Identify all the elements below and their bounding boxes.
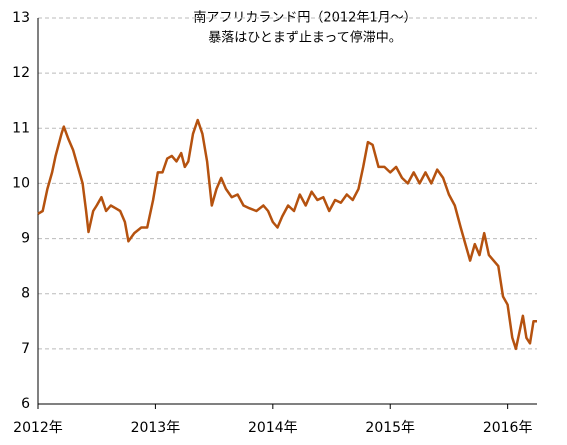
y-tick-label: 6 xyxy=(21,396,30,412)
x-tick-label: 2015年 xyxy=(365,420,415,436)
x-tick-label: 2013年 xyxy=(131,420,181,436)
x-tick-label: 2012年 xyxy=(13,420,63,436)
y-tick-label: 10 xyxy=(12,175,30,191)
y-tick-label: 12 xyxy=(12,65,30,81)
x-tick-label: 2014年 xyxy=(248,420,298,436)
y-tick-label: 7 xyxy=(21,341,30,357)
y-tick-label: 13 xyxy=(12,10,30,26)
y-tick-label: 11 xyxy=(12,120,30,136)
series-line xyxy=(37,118,537,351)
y-tick-label: 8 xyxy=(21,286,30,302)
y-tick-label: 9 xyxy=(21,231,30,247)
x-tick-label: 2016年 xyxy=(483,420,533,436)
chart-subtitle: 暴落はひとまず止まって停滞中。 xyxy=(208,30,401,46)
